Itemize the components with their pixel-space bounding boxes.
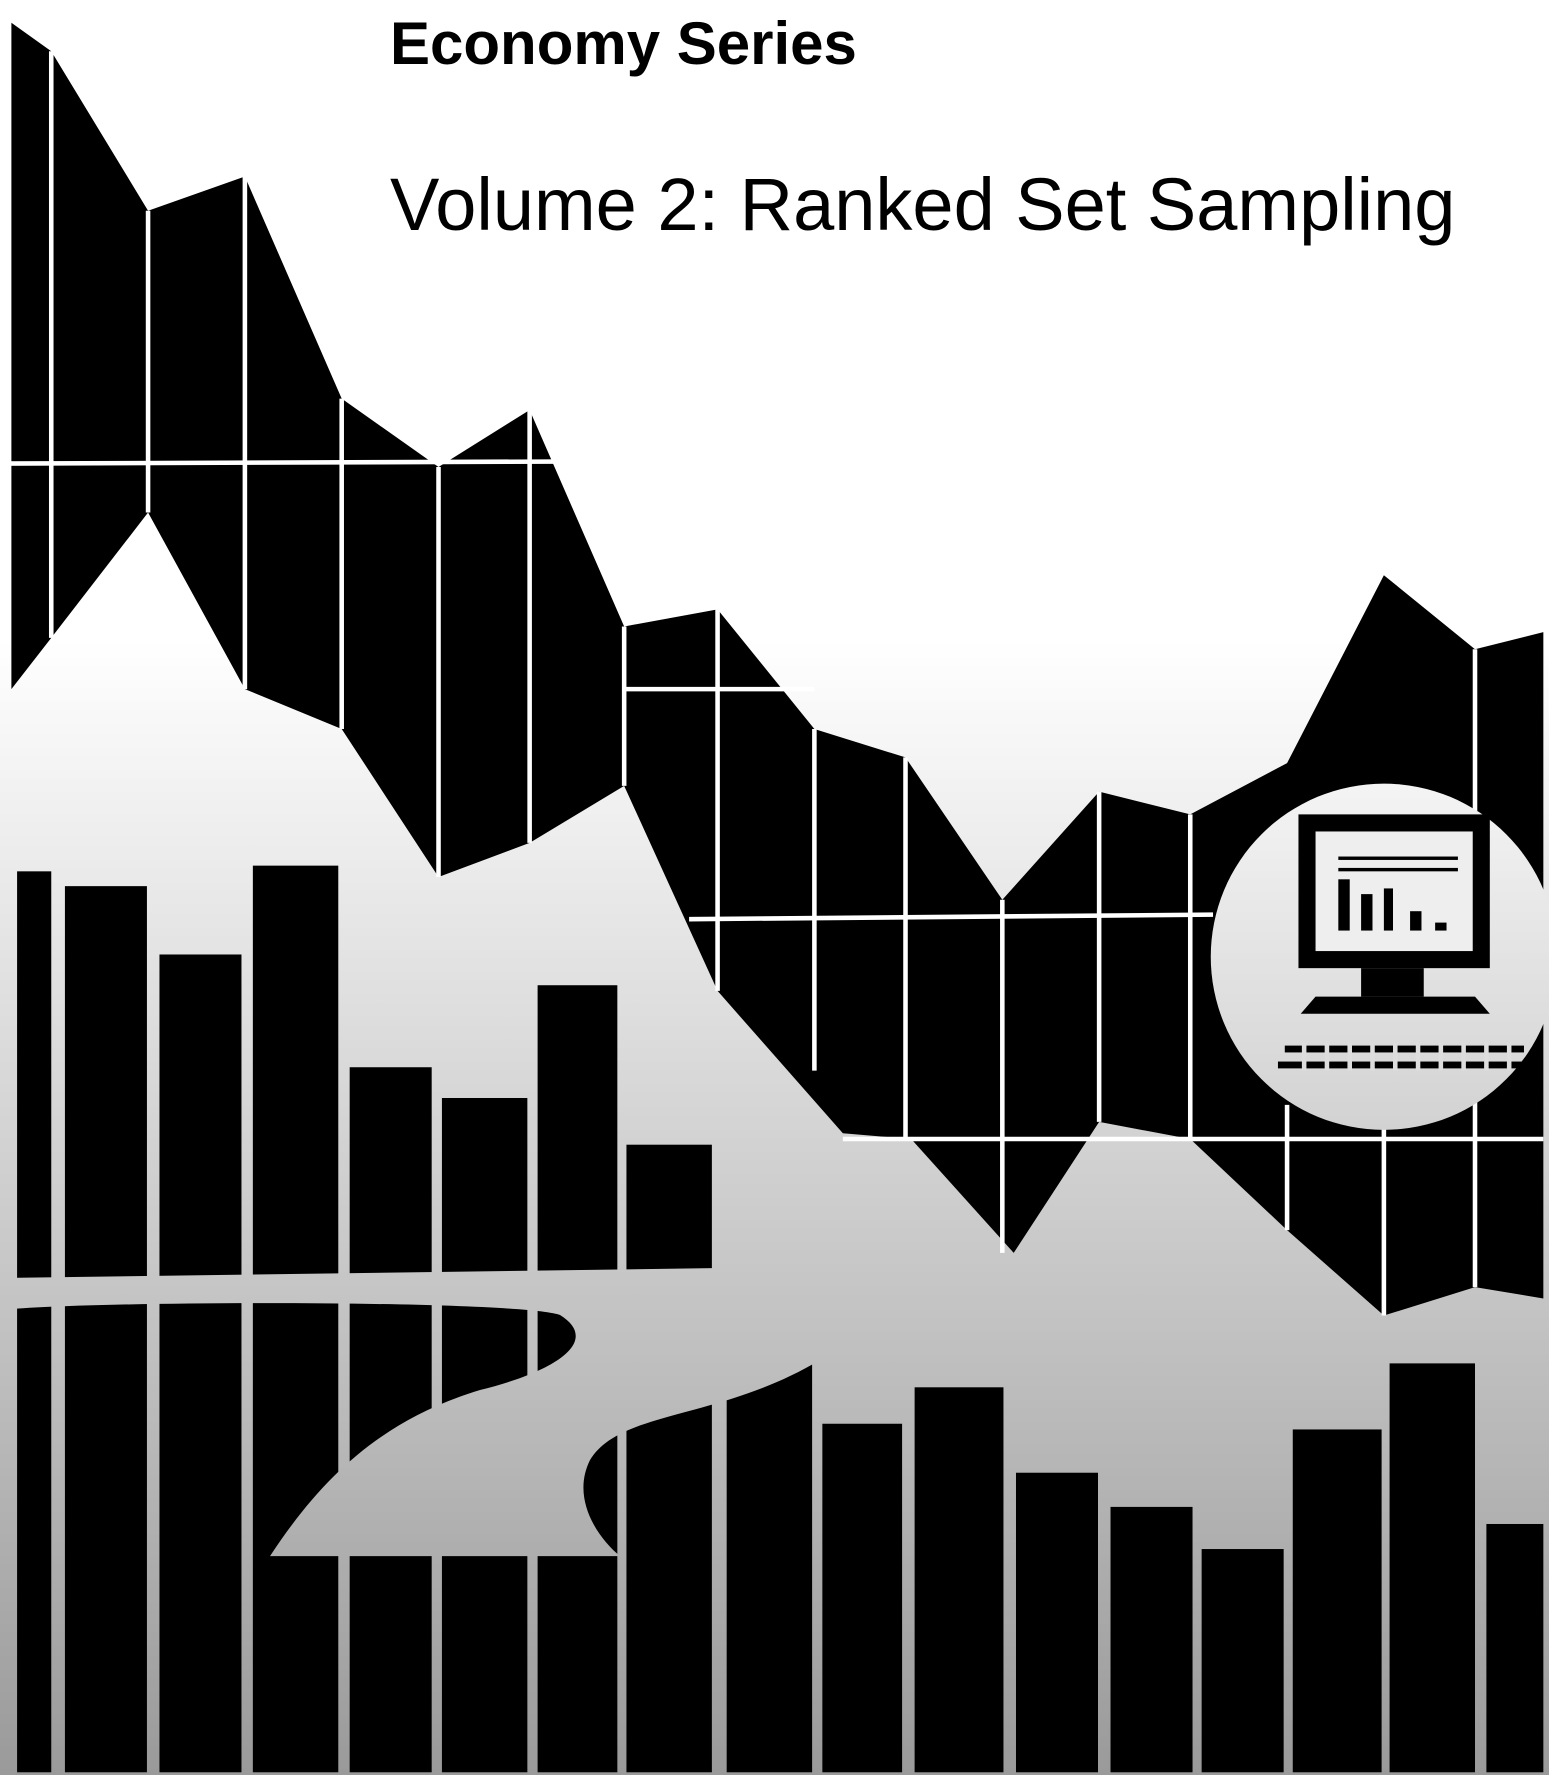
series-name: Economy Series bbox=[390, 10, 857, 77]
volume-title: Volume 2: Ranked Set Sampling bbox=[390, 163, 1455, 246]
page: {"header": {"series": "Economy Series", … bbox=[0, 0, 1549, 1775]
computer-badge bbox=[1211, 784, 1549, 1130]
cover: Economy Series Volume 2: Ranked Set Samp… bbox=[0, 0, 1549, 1775]
